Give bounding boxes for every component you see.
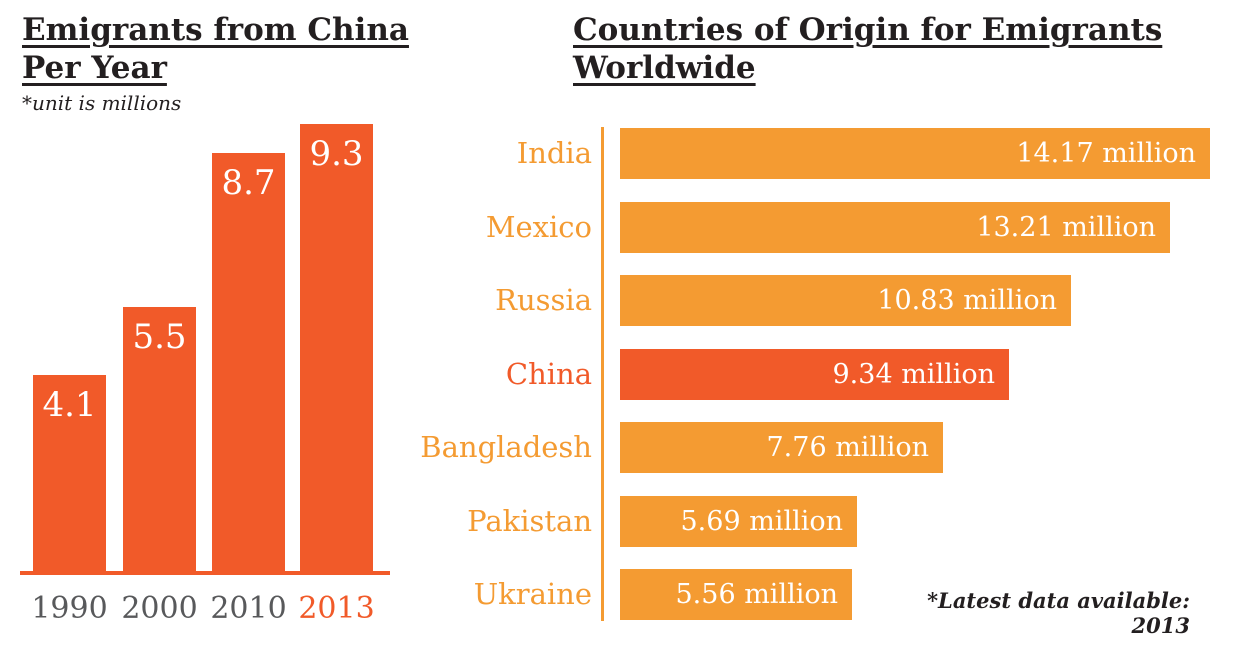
right-chart-bar-value: 13.21 million [976, 212, 1156, 243]
right-chart-country-label-Russia: Russia [495, 283, 592, 317]
left-chart-bar-1990: 4.1 [33, 375, 106, 573]
right-chart-bar-value: 14.17 million [1016, 138, 1196, 169]
left-chart-bar-value: 4.1 [42, 385, 97, 425]
left-chart-bar-value: 5.5 [132, 317, 187, 357]
left-chart-unit-note: *unit is millions [22, 91, 182, 115]
right-chart-country-label-China: China [505, 357, 592, 391]
left-chart-x-axis-line [20, 571, 390, 575]
right-chart-bar-Mexico: 13.21 million [620, 202, 1170, 253]
left-chart-bar-2000: 5.5 [123, 307, 196, 573]
left-chart-bar-2013: 9.3 [300, 124, 373, 573]
left-chart-year-label-1990: 1990 [31, 591, 108, 626]
right-chart-y-axis-line [601, 127, 604, 621]
right-chart-bar-value: 10.83 million [877, 285, 1057, 316]
right-chart-bar-value: 7.76 million [766, 432, 930, 463]
left-chart-year-label-2000: 2000 [121, 591, 198, 626]
left-chart-title: Emigrants from China Per Year [22, 12, 409, 86]
left-chart-bar-2010: 8.7 [212, 153, 285, 573]
latest-data-footnote: *Latest data available: 2013 [927, 588, 1190, 638]
right-chart-country-label-Ukraine: Ukraine [473, 577, 592, 611]
right-chart-bar-Bangladesh: 7.76 million [620, 422, 943, 473]
right-chart-bar-value: 5.69 million [680, 506, 844, 537]
left-chart-bar-value: 8.7 [221, 163, 276, 203]
right-chart-title: Countries of Origin for Emigrants Worldw… [573, 12, 1163, 86]
right-chart-country-label-India: India [516, 136, 592, 170]
right-chart-country-label-Pakistan: Pakistan [467, 504, 592, 538]
right-chart-bar-Ukraine: 5.56 million [620, 569, 852, 620]
right-chart-bar-value: 5.56 million [675, 579, 839, 610]
left-chart-year-label-2013: 2013 [298, 591, 375, 626]
left-chart-bar-value: 9.3 [309, 134, 364, 174]
right-chart-bar-India: 14.17 million [620, 128, 1210, 179]
right-chart-bar-China: 9.34 million [620, 349, 1009, 400]
left-chart-year-label-2010: 2010 [210, 591, 287, 626]
right-chart-country-label-Bangladesh: Bangladesh [420, 430, 592, 464]
right-chart-country-label-Mexico: Mexico [485, 210, 592, 244]
right-chart-bar-Pakistan: 5.69 million [620, 496, 857, 547]
right-chart-bar-Russia: 10.83 million [620, 275, 1071, 326]
right-chart-bar-value: 9.34 million [832, 359, 996, 390]
